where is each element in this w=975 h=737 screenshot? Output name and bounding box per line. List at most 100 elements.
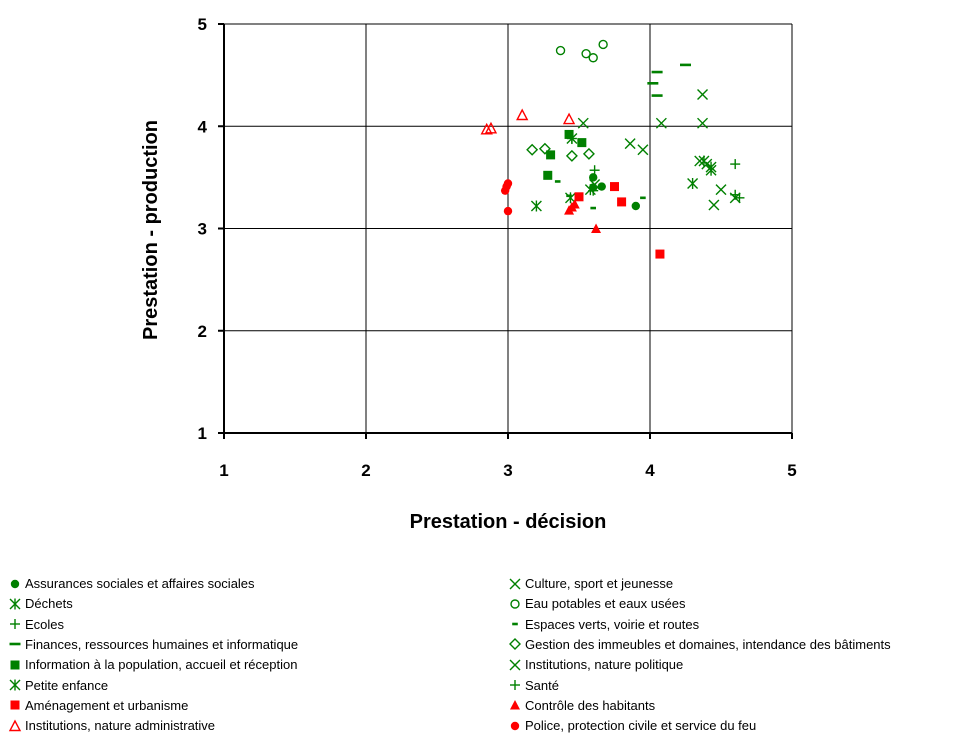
data-point (624, 138, 636, 150)
legend-marker-icon (8, 719, 22, 733)
legend-label: Gestion des immeubles et domaines, inten… (525, 636, 891, 652)
legend-item: Culture, sport et jeunesse (508, 576, 673, 591)
y-axis-title: Prestation - production (140, 120, 162, 340)
series-13 (588, 185, 741, 200)
y-tick-label: 2 (198, 322, 207, 341)
legend-item: Information à la population, accueil et … (8, 657, 297, 672)
data-point (697, 89, 709, 101)
axes (218, 23, 793, 439)
data-point (637, 144, 649, 156)
data-point (694, 155, 706, 167)
data-point (730, 189, 741, 200)
legend-item: Institutions, nature politique (508, 657, 683, 672)
data-point (530, 200, 542, 212)
x-tick-label: 2 (361, 461, 370, 480)
series-12 (577, 117, 706, 191)
legend-item: Eau potables et eaux usées (508, 596, 685, 611)
data-point (610, 182, 619, 192)
legend-label: Petite enfance (25, 677, 109, 693)
legend-marker-icon (508, 577, 522, 591)
data-point (588, 53, 598, 63)
x-tick-label: 3 (503, 461, 512, 480)
data-point (574, 192, 584, 202)
legend-label: Eau potables et eaux usées (525, 596, 686, 612)
legend-marker-icon (8, 637, 22, 651)
data-point (655, 117, 667, 129)
data-point (591, 223, 602, 233)
legend-marker-icon (508, 597, 522, 611)
data-point (516, 108, 529, 121)
legend-item: Gestion des immeubles et domaines, inten… (508, 637, 891, 652)
legend-item: Contrôle des habitants (508, 698, 655, 713)
data-point (503, 206, 513, 216)
data-point (582, 147, 595, 160)
legend-marker-icon (508, 678, 522, 692)
legend-item: Santé (508, 678, 559, 693)
data-point (598, 39, 608, 50)
x-tick-label: 4 (645, 461, 655, 480)
data-point (526, 143, 539, 156)
legend-item: Finances, ressources humaines et informa… (8, 637, 298, 652)
series-0 (589, 173, 640, 211)
data-point (687, 178, 699, 190)
data-point (543, 170, 553, 180)
tick-labels: 1 2 3 4 5 1 2 3 4 5 (198, 15, 797, 480)
legend-item: Institutions, nature administrative (8, 718, 215, 733)
legend-marker-icon (508, 719, 522, 733)
data-point (589, 179, 601, 191)
legend-item: Petite enfance (8, 678, 108, 693)
y-tick-label: 3 (198, 220, 207, 239)
legend-label: Contrôle des habitants (525, 697, 656, 713)
legend-item: Police, protection civile et service du … (508, 718, 756, 733)
data-point (577, 138, 587, 148)
legend-label: Institutions, nature politique (525, 657, 684, 673)
legend-marker-icon (508, 617, 522, 631)
legend-marker-icon (508, 658, 522, 672)
series-4 (543, 129, 587, 180)
data-point (655, 249, 665, 259)
grid-lines (223, 23, 793, 434)
legend-label: Culture, sport et jeunesse (525, 576, 674, 591)
y-tick-label: 5 (198, 15, 207, 34)
legend-marker-icon (8, 577, 22, 591)
series-6 (574, 182, 665, 259)
legend-label: Police, protection civile et service du … (525, 718, 757, 734)
legend-marker-icon (8, 617, 22, 631)
series-3 (647, 63, 691, 97)
data-point (577, 117, 589, 129)
data-point (565, 149, 578, 162)
legend-marker-icon (508, 698, 522, 712)
data-point (589, 165, 600, 176)
series-14 (564, 198, 602, 233)
data-point (569, 198, 580, 209)
legend-label: Déchets (25, 596, 73, 612)
legend-label: Finances, ressources humaines et informa… (25, 636, 299, 652)
series-8 (624, 89, 741, 211)
data-point (588, 185, 599, 196)
series-10 (554, 180, 646, 210)
y-tick-label: 4 (198, 117, 208, 136)
legend-item: Déchets (8, 596, 73, 611)
data-point (617, 197, 627, 207)
legend-marker-icon (8, 597, 22, 611)
legend-label: Aménagement et urbanisme (25, 697, 189, 713)
legend-marker-icon (508, 637, 522, 651)
series-11 (526, 142, 595, 162)
data-point (484, 121, 498, 134)
legend-label: Santé (525, 677, 559, 693)
x-tick-label: 5 (787, 461, 796, 480)
x-axis-title: Prestation - décision (410, 511, 607, 533)
data-point (708, 199, 720, 211)
data-point (581, 48, 591, 59)
data-point (730, 159, 741, 170)
legend-item: Espaces verts, voirie et routes (508, 617, 699, 632)
series-9 (555, 39, 608, 63)
legend-item: Assurances sociales et affaires sociales (8, 576, 255, 591)
data-point (566, 133, 578, 145)
data-point (631, 201, 640, 211)
data-point (546, 150, 556, 160)
data-point (555, 45, 566, 56)
series-5 (566, 133, 717, 176)
data-point (589, 173, 598, 182)
legend-label: Information à la population, accueil et … (25, 657, 298, 673)
